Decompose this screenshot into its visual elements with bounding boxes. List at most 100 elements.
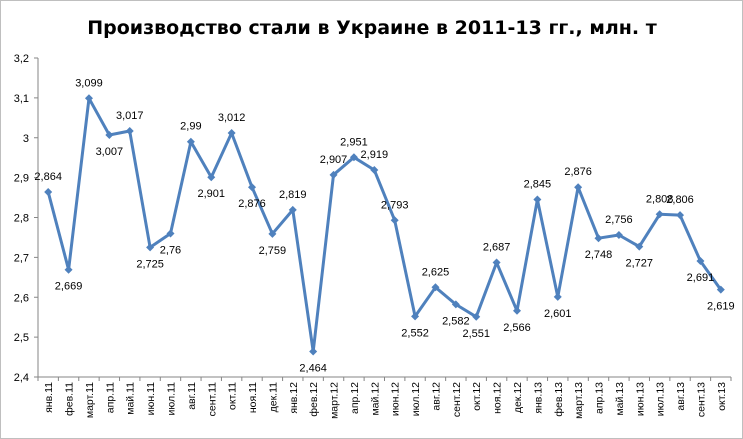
data-label: 2,845 bbox=[524, 179, 552, 191]
data-label: 2,582 bbox=[442, 315, 470, 327]
data-label: 2,819 bbox=[279, 189, 307, 201]
y-tick-label: 2,9 bbox=[14, 173, 29, 185]
x-tick-label: окт.11 bbox=[227, 382, 239, 410]
data-label: 2,876 bbox=[238, 198, 266, 210]
data-point bbox=[696, 256, 705, 265]
data-point bbox=[64, 265, 73, 274]
x-tick-label: март.11 bbox=[84, 382, 96, 418]
data-label: 2,756 bbox=[605, 214, 633, 226]
data-point bbox=[594, 234, 603, 243]
data-label: 2,691 bbox=[687, 272, 715, 284]
data-point bbox=[309, 347, 318, 356]
data-point bbox=[553, 292, 562, 301]
y-tick-label: 3,2 bbox=[14, 53, 29, 65]
x-tick-label: июн.13 bbox=[634, 382, 646, 416]
data-point bbox=[655, 210, 664, 219]
data-label: 2,99 bbox=[180, 121, 201, 133]
x-tick-label: ноя.11 bbox=[247, 382, 259, 413]
y-tick-label: 3 bbox=[23, 133, 29, 145]
data-point bbox=[288, 205, 297, 214]
x-tick-label: фев.13 bbox=[553, 382, 565, 417]
x-axis-ticks: янв.11 фев.11 март.11 апр.11 май.11 июн.11 июл… bbox=[37, 377, 732, 419]
data-labels: 2,864 2,669 3,099 3,007 3,017 2,725 2,76 2,99 2,… bbox=[34, 77, 734, 374]
data-point bbox=[186, 137, 195, 146]
data-label: 2,552 bbox=[401, 327, 429, 339]
data-label: 2,727 bbox=[626, 258, 654, 270]
data-label: 3,017 bbox=[116, 110, 144, 122]
data-point bbox=[472, 312, 481, 321]
data-label: 2,625 bbox=[422, 266, 450, 278]
data-point bbox=[431, 283, 440, 292]
x-tick-label: июл.11 bbox=[165, 382, 177, 416]
data-point bbox=[635, 242, 644, 251]
x-tick-label: окт.12 bbox=[471, 382, 483, 411]
data-point bbox=[614, 231, 623, 240]
x-tick-label: окт.13 bbox=[716, 382, 728, 411]
x-tick-label: дек.12 bbox=[512, 382, 524, 413]
x-tick-label: авг.12 bbox=[430, 382, 442, 411]
x-tick-label: июн.12 bbox=[390, 382, 402, 416]
data-point bbox=[227, 128, 236, 137]
data-point bbox=[207, 173, 216, 182]
data-point bbox=[676, 211, 685, 220]
data-point bbox=[349, 153, 358, 162]
data-point bbox=[390, 216, 399, 225]
data-label: 2,725 bbox=[136, 258, 164, 270]
data-label: 3,099 bbox=[75, 77, 103, 89]
x-tick-label: май.11 bbox=[125, 382, 137, 415]
data-point bbox=[512, 306, 521, 315]
x-tick-label: фев.11 bbox=[64, 382, 76, 416]
data-label: 2,808 bbox=[646, 193, 674, 205]
x-tick-label: июл.12 bbox=[410, 382, 422, 416]
data-point bbox=[84, 94, 93, 103]
data-point bbox=[716, 285, 725, 294]
data-point bbox=[492, 258, 501, 267]
data-label: 2,669 bbox=[55, 281, 83, 293]
x-tick-label: апр.13 bbox=[594, 382, 606, 414]
data-point bbox=[268, 229, 277, 238]
data-point bbox=[574, 183, 583, 192]
x-tick-label: дек.11 bbox=[267, 382, 279, 413]
series-line bbox=[46, 96, 723, 353]
data-label: 2,551 bbox=[462, 328, 490, 340]
x-tick-label: март.12 bbox=[329, 382, 341, 419]
x-tick-label: ноя.12 bbox=[492, 382, 504, 414]
x-tick-label: фев.12 bbox=[308, 382, 320, 417]
x-tick-label: сент.12 bbox=[451, 382, 463, 417]
x-tick-label: апр.11 bbox=[104, 382, 116, 413]
y-tick-label: 3,1 bbox=[14, 93, 29, 105]
data-label: 2,566 bbox=[503, 322, 531, 334]
data-label: 3,007 bbox=[96, 146, 124, 158]
y-tick-label: 2,6 bbox=[14, 292, 29, 304]
data-label: 2,76 bbox=[160, 244, 181, 256]
x-tick-label: март.13 bbox=[573, 382, 585, 419]
data-point bbox=[125, 126, 134, 135]
x-tick-label: авг.13 bbox=[675, 382, 687, 411]
x-tick-label: авг.11 bbox=[186, 382, 198, 410]
data-label: 2,876 bbox=[564, 166, 592, 178]
x-tick-label: сент.13 bbox=[695, 382, 707, 417]
x-tick-label: май.13 bbox=[614, 382, 626, 416]
x-tick-label: янв.12 bbox=[288, 382, 300, 414]
x-tick-label: апр.12 bbox=[349, 382, 361, 414]
y-tick-label: 2,5 bbox=[14, 332, 29, 344]
data-point bbox=[105, 130, 114, 139]
data-label: 2,793 bbox=[381, 199, 409, 211]
y-axis-ticks: 2,4 2,5 2,6 2,7 2,8 2,9 3 3,1 3,2 bbox=[14, 53, 38, 384]
y-tick-label: 2,4 bbox=[14, 372, 29, 384]
data-label: 2,951 bbox=[340, 136, 368, 148]
data-point bbox=[248, 183, 257, 192]
data-label: 2,464 bbox=[299, 362, 327, 374]
data-label: 2,601 bbox=[544, 308, 572, 320]
y-tick-label: 2,8 bbox=[14, 213, 29, 225]
data-point bbox=[146, 243, 155, 252]
data-label: 2,919 bbox=[361, 149, 389, 161]
data-point bbox=[451, 300, 460, 309]
x-tick-label: янв.11 bbox=[43, 382, 55, 413]
data-point bbox=[533, 195, 542, 204]
data-label: 2,748 bbox=[585, 249, 613, 261]
data-label: 2,806 bbox=[666, 194, 694, 206]
data-point bbox=[166, 229, 175, 238]
